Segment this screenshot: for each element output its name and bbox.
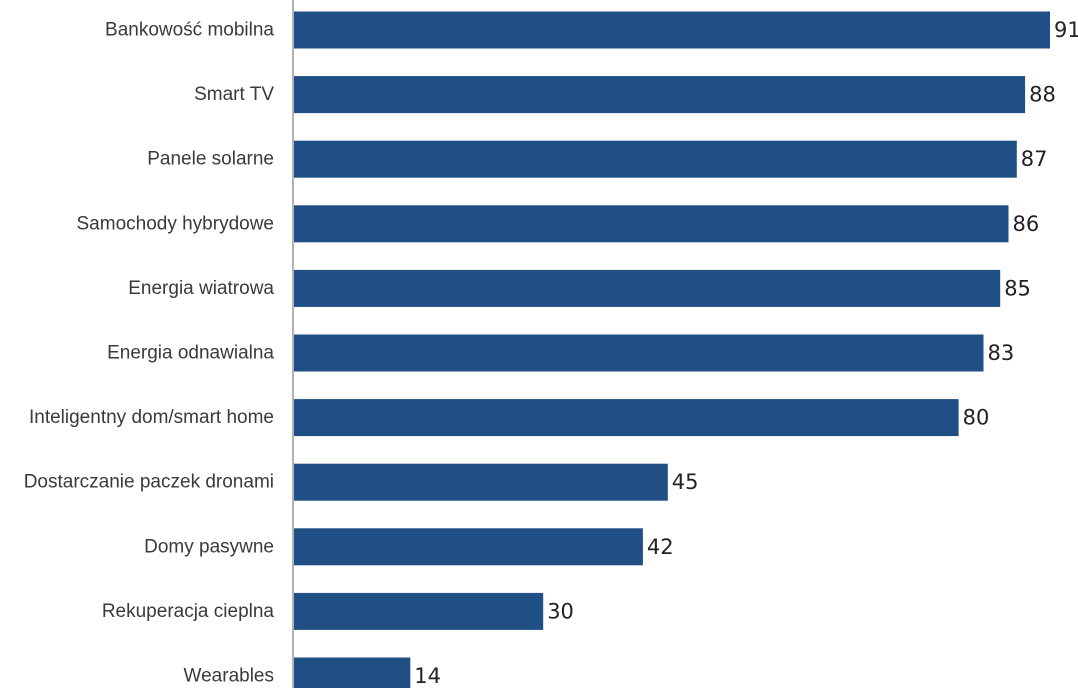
category-label: Panele solarne xyxy=(147,149,274,170)
value-label: 14 xyxy=(414,664,441,688)
category-label: Wearables xyxy=(184,666,274,687)
value-label: 45 xyxy=(672,470,699,494)
value-label: 85 xyxy=(1004,276,1031,300)
value-labels-layer: 91 88 87 86 85 83 80 45 42 30 14 xyxy=(414,18,1078,688)
category-label: Inteligentny dom/smart home xyxy=(29,407,274,428)
bar xyxy=(294,205,1009,243)
value-label: 42 xyxy=(647,535,674,559)
bars-layer xyxy=(294,11,1050,688)
value-label: 88 xyxy=(1029,83,1056,107)
category-labels-layer: Bankowość mobilna Smart TV Panele solarne S… xyxy=(24,20,275,687)
category-label: Domy pasywne xyxy=(144,536,274,557)
value-label: 83 xyxy=(988,341,1015,365)
category-label: Samochody hybrydowe xyxy=(77,213,275,234)
bar xyxy=(294,463,668,501)
category-label: Bankowość mobilna xyxy=(105,20,274,41)
category-label: Energia wiatrowa xyxy=(128,278,274,299)
category-label: Rekuperacja cieplna xyxy=(102,601,275,622)
category-label: Energia odnawialna xyxy=(107,343,274,364)
category-label: Smart TV xyxy=(194,84,274,105)
bar xyxy=(294,334,984,372)
bar xyxy=(294,11,1050,49)
bar xyxy=(294,76,1026,114)
value-label: 86 xyxy=(1013,212,1040,236)
value-label: 80 xyxy=(963,406,990,430)
bar xyxy=(294,528,643,566)
value-label: 91 xyxy=(1054,18,1078,42)
bar xyxy=(294,657,411,688)
bar xyxy=(294,140,1017,178)
bar xyxy=(294,399,959,437)
value-label: 87 xyxy=(1021,147,1048,171)
bar xyxy=(294,269,1001,307)
value-label: 30 xyxy=(547,599,574,623)
category-label: Dostarczanie paczek dronami xyxy=(24,472,274,493)
bar xyxy=(294,592,544,630)
